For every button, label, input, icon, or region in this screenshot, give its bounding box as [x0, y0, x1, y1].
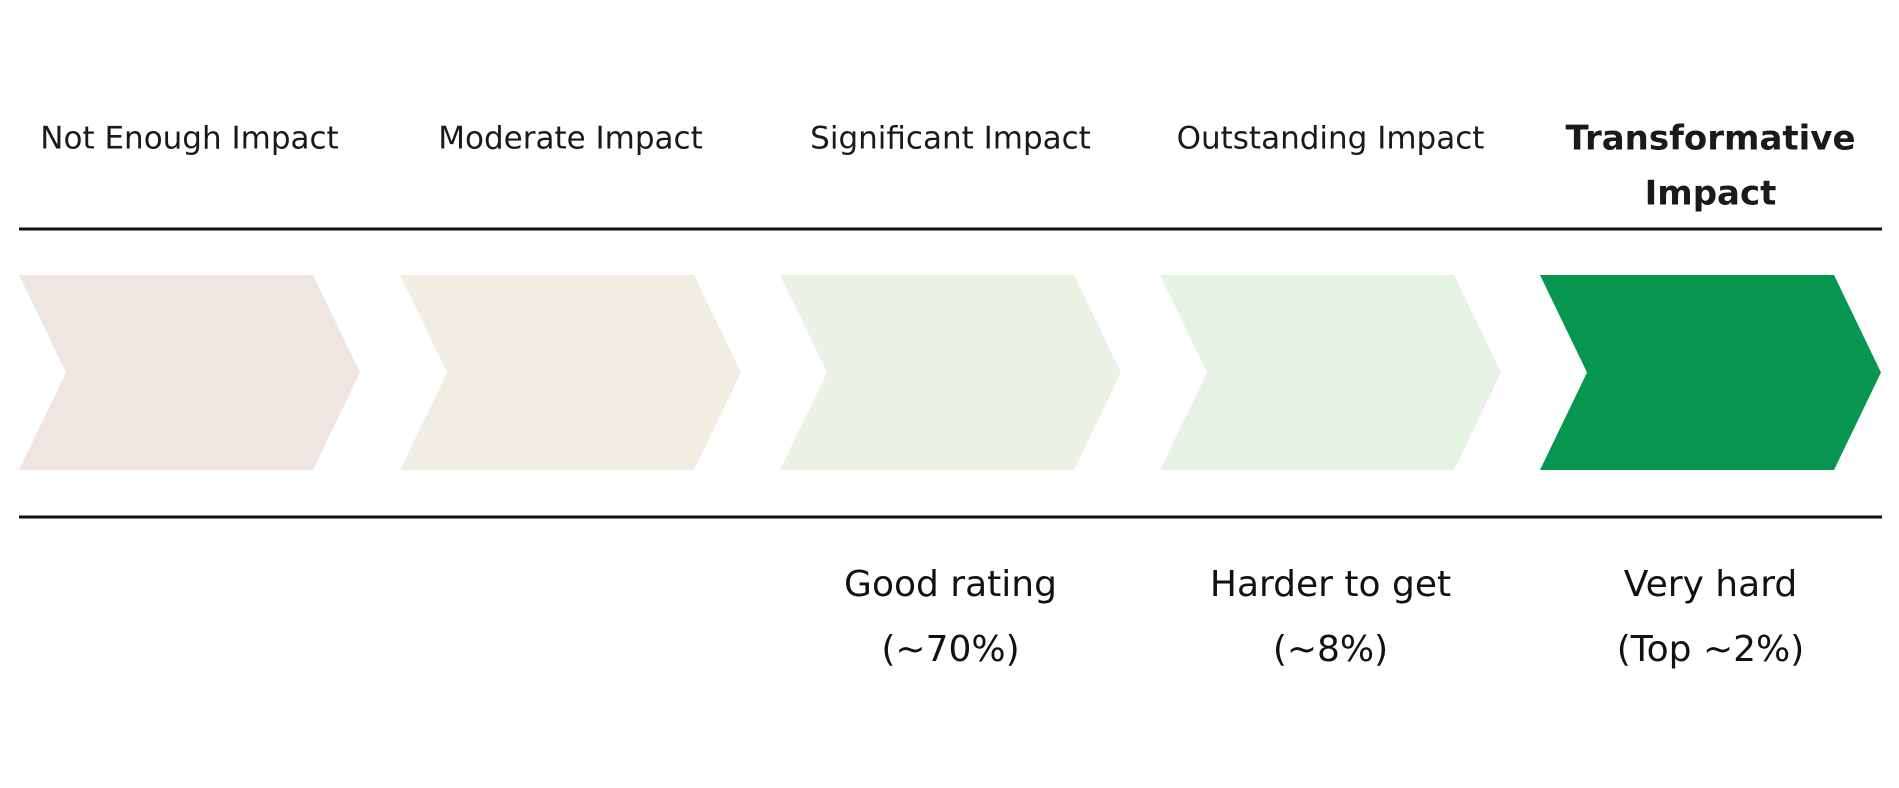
chevron [400, 275, 741, 470]
stage-label: Not Enough Impact [40, 121, 338, 157]
stage-label: Impact [1645, 174, 1777, 214]
stage-note: Good rating [844, 564, 1057, 605]
stage-label: Outstanding Impact [1177, 121, 1485, 157]
chevron [19, 275, 360, 470]
chevron [1540, 275, 1881, 470]
chevron [780, 275, 1121, 470]
stage-note: Harder to get [1210, 564, 1451, 605]
stage-note: (Top ~2%) [1617, 629, 1805, 670]
stage-label: Transformative [1565, 119, 1855, 159]
stage-note: (~70%) [881, 629, 1019, 670]
stage-label: Moderate Impact [438, 121, 703, 157]
stage-label: Significant Impact [810, 121, 1091, 157]
stage-note: Very hard [1624, 564, 1797, 605]
stage-note: (~8%) [1273, 629, 1388, 670]
chevron [1160, 275, 1501, 470]
